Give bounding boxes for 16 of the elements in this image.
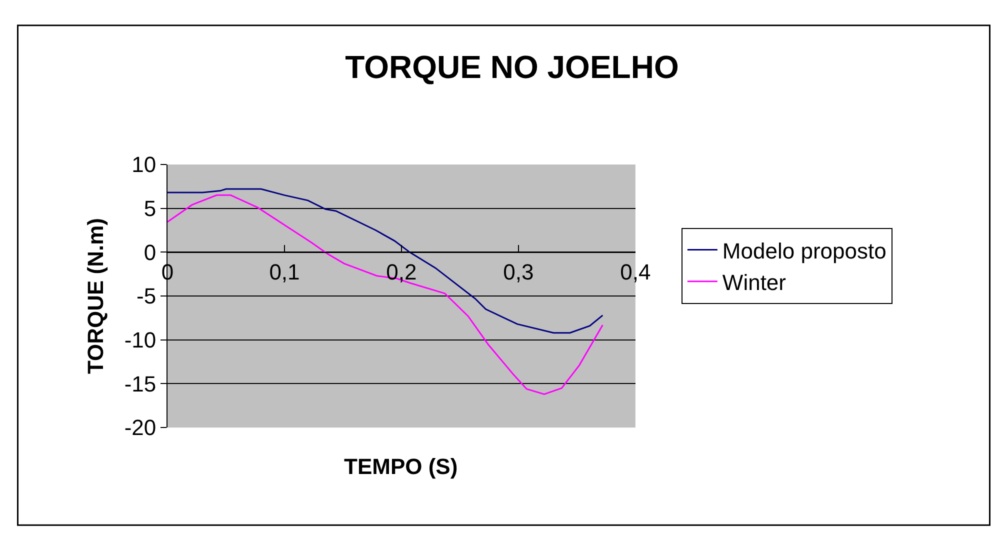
legend-label: Modelo proposto (722, 238, 886, 264)
y-tick-label: -20 (124, 415, 156, 440)
x-tick-label: 0,3 (503, 260, 534, 285)
x-tick-label: 0,1 (269, 260, 300, 285)
y-tick-label: 5 (144, 196, 156, 222)
y-tick-label: -10 (124, 328, 156, 353)
x-tick-label: 0,2 (386, 260, 417, 285)
y-tick-label: 10 (132, 152, 156, 178)
x-axis-title: TEMPO (S) (344, 454, 458, 479)
y-tick-label: -15 (124, 371, 156, 396)
legend-label: Winter (722, 270, 786, 295)
y-tick-label: -5 (136, 284, 156, 309)
y-tick-label: 0 (144, 240, 156, 265)
chart-title: TORQUE NO JOELHO (345, 49, 679, 86)
y-axis-title: TORQUE (N.m) (83, 218, 108, 374)
x-tick-label: 0,4 (620, 260, 651, 285)
